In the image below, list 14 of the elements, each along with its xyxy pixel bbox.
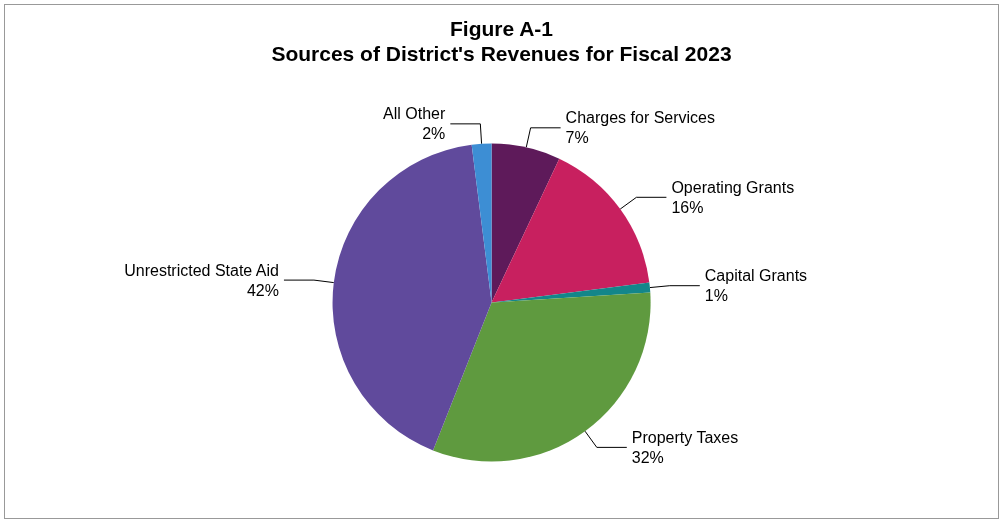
chart-subtitle: Sources of District's Revenues for Fiscal 2023	[271, 42, 732, 65]
data-label: 2%	[422, 125, 446, 143]
data-label: 32%	[631, 448, 664, 466]
chart-title: Figure A-1	[449, 17, 554, 40]
data-label: 7%	[565, 129, 589, 147]
data-label: 16%	[671, 198, 704, 216]
slice-label: Charges for Services	[565, 109, 716, 127]
slice-label: Operating Grants	[671, 178, 795, 196]
data-label: 42%	[246, 281, 279, 299]
slice-label: Capital Grants	[704, 267, 808, 285]
slice-label: All Other	[383, 105, 446, 123]
slice-label: Unrestricted State Aid	[124, 261, 279, 279]
data-label: 1%	[704, 287, 728, 305]
slice-label: Property Taxes	[631, 428, 739, 446]
